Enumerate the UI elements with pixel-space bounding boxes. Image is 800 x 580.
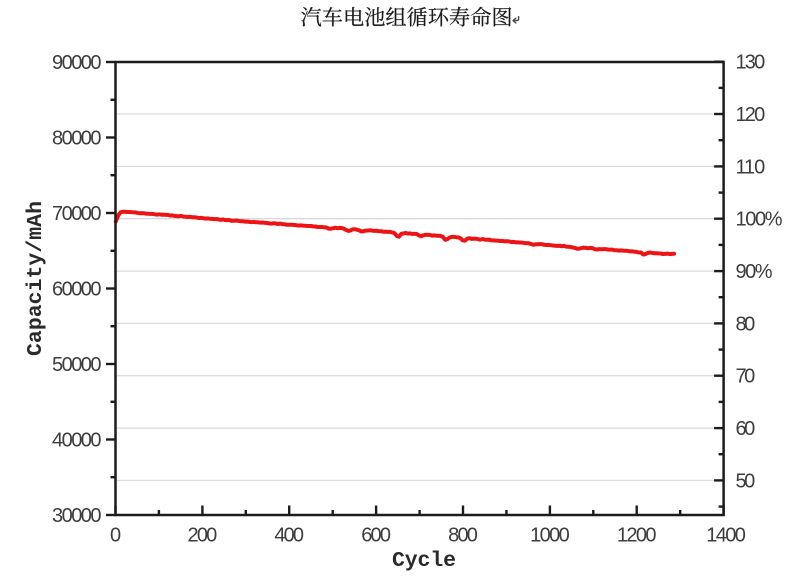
svg-text:40000: 40000 — [52, 430, 102, 452]
svg-text:130: 130 — [736, 52, 766, 74]
svg-text:60000: 60000 — [52, 279, 102, 301]
svg-text:800: 800 — [448, 525, 478, 547]
svg-text:Capacity/mAh: Capacity/mAh — [24, 201, 48, 356]
svg-text:110: 110 — [736, 156, 766, 178]
svg-text:70000: 70000 — [52, 203, 102, 225]
svg-text:90000: 90000 — [52, 52, 102, 74]
svg-text:90%: 90% — [736, 261, 773, 283]
svg-text:30000: 30000 — [52, 505, 102, 527]
svg-text:50: 50 — [736, 470, 756, 492]
svg-text:100%: 100% — [736, 209, 783, 231]
svg-text:1200: 1200 — [617, 525, 657, 547]
svg-text:1400: 1400 — [706, 525, 746, 547]
svg-text:Cycle: Cycle — [392, 549, 456, 573]
svg-text:400: 400 — [274, 525, 304, 547]
svg-text:200: 200 — [188, 525, 218, 547]
svg-text:120: 120 — [736, 104, 766, 126]
svg-text:80: 80 — [736, 313, 756, 335]
svg-text:80000: 80000 — [52, 128, 102, 150]
svg-text:0: 0 — [110, 525, 121, 547]
svg-text:70: 70 — [736, 366, 756, 388]
svg-text:50000: 50000 — [52, 354, 102, 376]
svg-text:1000: 1000 — [530, 525, 570, 547]
svg-text:60: 60 — [736, 418, 756, 440]
svg-text:600: 600 — [361, 525, 391, 547]
